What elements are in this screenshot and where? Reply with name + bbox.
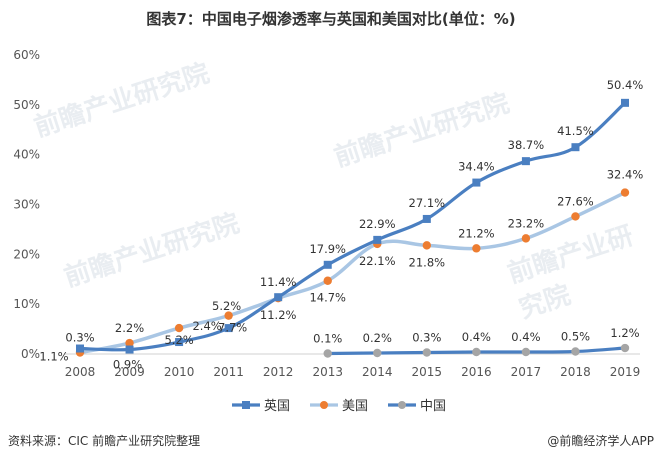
legend-label: 中国 bbox=[420, 399, 446, 414]
data-point bbox=[571, 143, 580, 152]
x-tick-label: 2014 bbox=[362, 365, 393, 379]
data-label: 5.2% bbox=[212, 299, 241, 313]
x-tick-label: 2013 bbox=[312, 365, 343, 379]
data-label: 1.1% bbox=[39, 350, 68, 364]
chart-title: 图表7：中国电子烟渗透率与英国和美国对比(单位：%) bbox=[146, 10, 516, 28]
x-tick-label: 2011 bbox=[213, 365, 244, 379]
data-point bbox=[323, 276, 332, 285]
x-tick-label: 2018 bbox=[560, 365, 591, 379]
data-label: 22.1% bbox=[359, 254, 396, 268]
data-point bbox=[76, 344, 84, 353]
legend-marker bbox=[320, 401, 328, 409]
data-label: 23.2% bbox=[508, 216, 545, 230]
data-label: 0.4% bbox=[462, 330, 491, 344]
legend-label: 美国 bbox=[342, 399, 368, 414]
data-point bbox=[521, 347, 531, 357]
data-point bbox=[175, 338, 184, 347]
data-point bbox=[472, 178, 481, 187]
data-label: 0.5% bbox=[561, 330, 590, 344]
data-label: 5.2% bbox=[164, 333, 193, 347]
data-point bbox=[571, 347, 580, 356]
y-tick-label: 20% bbox=[13, 247, 40, 261]
y-tick-label: 30% bbox=[13, 198, 40, 212]
data-point bbox=[224, 311, 233, 320]
legend-marker bbox=[398, 401, 406, 409]
data-label: 14.7% bbox=[309, 291, 346, 305]
data-label: 11.4% bbox=[260, 275, 297, 289]
data-point bbox=[620, 188, 630, 197]
data-label: 22.9% bbox=[359, 217, 396, 231]
data-point bbox=[174, 323, 184, 333]
x-tick-label: 2017 bbox=[511, 365, 542, 379]
y-tick-label: 50% bbox=[13, 98, 40, 112]
data-label: 38.7% bbox=[508, 138, 545, 152]
data-point bbox=[621, 98, 629, 107]
x-tick-label: 2009 bbox=[114, 365, 145, 379]
brand-note: @前瞻经济学人APP bbox=[547, 434, 654, 448]
data-label: 0.2% bbox=[363, 331, 392, 345]
data-label: 17.9% bbox=[309, 242, 346, 256]
legend-marker bbox=[242, 401, 250, 409]
data-label: 0.9% bbox=[113, 358, 142, 372]
data-label: 2.4% bbox=[192, 319, 221, 333]
x-tick-label: 2010 bbox=[164, 365, 195, 379]
data-label: 41.5% bbox=[557, 124, 594, 138]
y-tick-label: 40% bbox=[13, 148, 40, 162]
data-point bbox=[422, 214, 431, 223]
data-point bbox=[472, 244, 481, 253]
data-label: 0.1% bbox=[313, 332, 342, 346]
data-label: 27.1% bbox=[409, 196, 446, 210]
data-label: 34.4% bbox=[458, 160, 495, 174]
x-tick-label: 2015 bbox=[412, 365, 443, 379]
x-tick-label: 2019 bbox=[610, 365, 641, 379]
data-point bbox=[422, 348, 432, 357]
x-tick-label: 2008 bbox=[65, 365, 96, 379]
data-label: 21.8% bbox=[409, 255, 446, 269]
data-label: 0.3% bbox=[412, 331, 441, 345]
data-label: 0.3% bbox=[65, 331, 94, 345]
data-point bbox=[274, 293, 283, 302]
data-label: 2.2% bbox=[115, 321, 144, 335]
y-tick-label: 10% bbox=[13, 297, 40, 311]
legend-label: 英国 bbox=[264, 399, 290, 414]
data-point bbox=[224, 324, 233, 333]
data-label: 50.4% bbox=[607, 78, 644, 92]
source-note: 资料来源：CIC 前瞻产业研究院整理 bbox=[8, 434, 201, 448]
data-point bbox=[620, 343, 630, 353]
data-point bbox=[373, 348, 382, 358]
data-point bbox=[323, 349, 332, 358]
data-point bbox=[521, 157, 530, 166]
data-point bbox=[373, 235, 382, 244]
data-point bbox=[422, 241, 432, 250]
data-point bbox=[521, 234, 531, 243]
x-tick-label: 2012 bbox=[263, 365, 294, 379]
data-point bbox=[472, 347, 481, 357]
y-tick-label: 60% bbox=[13, 48, 40, 62]
data-label: 1.2% bbox=[610, 326, 639, 340]
data-label: 32.4% bbox=[607, 168, 644, 182]
data-point bbox=[323, 260, 332, 269]
data-label: 27.6% bbox=[557, 194, 594, 208]
data-point bbox=[125, 338, 134, 348]
data-label: 0.4% bbox=[511, 330, 540, 344]
data-label: 11.2% bbox=[260, 308, 297, 322]
x-tick-label: 2016 bbox=[461, 365, 492, 379]
data-point bbox=[125, 345, 134, 354]
data-point bbox=[571, 212, 580, 221]
y-tick-label: 0% bbox=[21, 347, 40, 361]
data-label: 7.7% bbox=[218, 321, 247, 335]
data-label: 21.2% bbox=[458, 226, 495, 240]
